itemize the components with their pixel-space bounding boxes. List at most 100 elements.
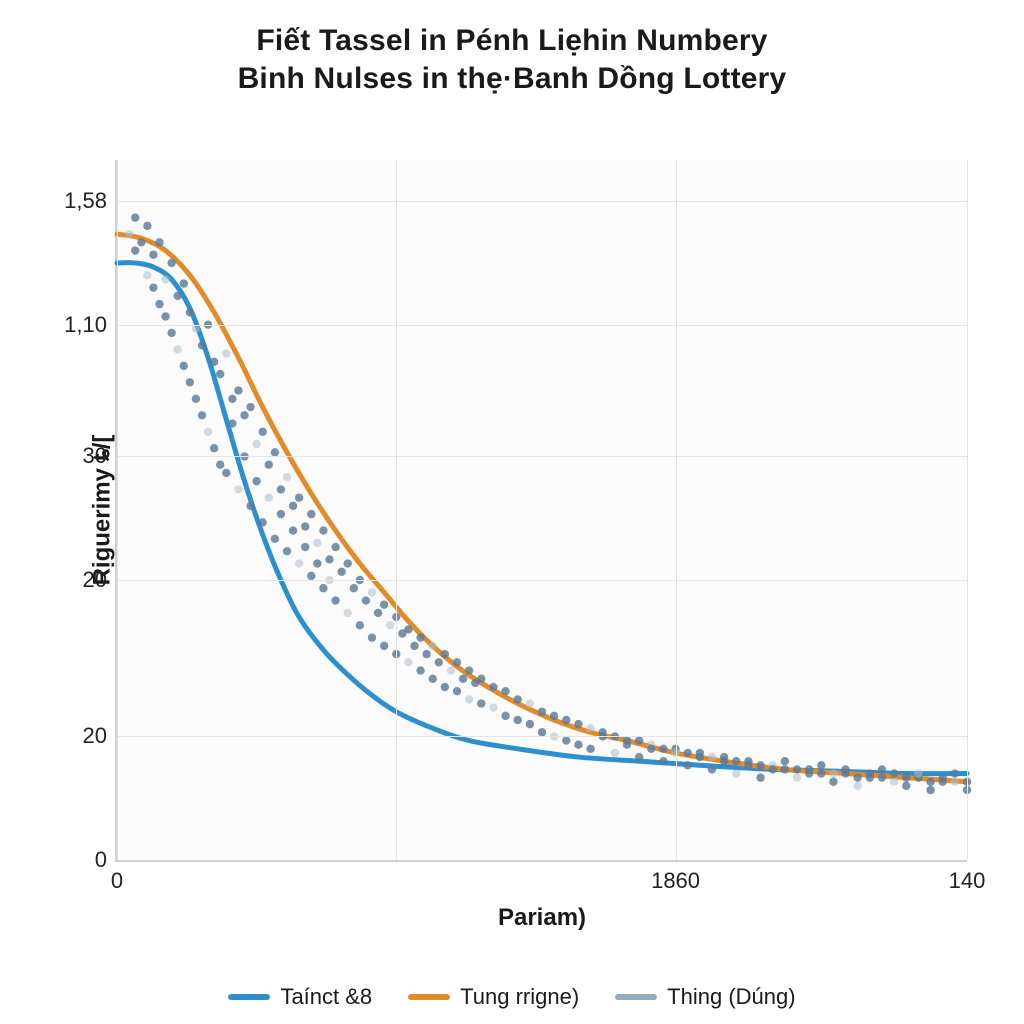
scatter-point — [380, 642, 388, 650]
scatter-point — [854, 773, 862, 781]
scatter-point — [307, 510, 315, 518]
scatter-point — [307, 572, 315, 580]
scatter-point — [720, 757, 728, 765]
legend-item: Tung rrigne) — [408, 984, 579, 1010]
scatter-point — [368, 633, 376, 641]
scatter-point — [180, 279, 188, 287]
scatter-point — [538, 728, 546, 736]
scatter-point — [313, 559, 321, 567]
scatter-point — [829, 769, 837, 777]
scatter-point — [477, 699, 485, 707]
scatter-point — [131, 246, 139, 254]
scatter-point — [301, 522, 309, 530]
scatter-point — [313, 539, 321, 547]
scatter-point — [416, 633, 424, 641]
page: Fiết Tassel in Pénh Liẹhin Numbery Binh … — [0, 0, 1024, 1024]
scatter-point — [441, 650, 449, 658]
scatter-point — [271, 535, 279, 543]
scatter-point — [155, 300, 163, 308]
gridline-vertical — [396, 160, 397, 860]
scatter-point — [623, 741, 631, 749]
scatter-point — [198, 341, 206, 349]
scatter-point — [756, 761, 764, 769]
legend-swatch — [408, 994, 450, 1000]
gridline-vertical — [676, 160, 677, 860]
legend-item: Taínct &8 — [228, 984, 372, 1010]
scatter-point — [489, 683, 497, 691]
scatter-point — [174, 345, 182, 353]
scatter-point — [362, 596, 370, 604]
scatter-point — [125, 230, 133, 238]
scatter-point — [374, 609, 382, 617]
scatter-point — [167, 259, 175, 267]
legend-label: Tung rrigne) — [460, 984, 579, 1010]
gridline-horizontal — [117, 201, 967, 202]
scatter-point — [222, 469, 230, 477]
scatter-point — [368, 588, 376, 596]
scatter-point — [222, 349, 230, 357]
scatter-point — [404, 625, 412, 633]
legend-label: Thing (Dúng) — [667, 984, 795, 1010]
scatter-point — [174, 292, 182, 300]
scatter-point — [696, 753, 704, 761]
scatter-point — [684, 749, 692, 757]
gridline-horizontal — [117, 325, 967, 326]
scatter-point — [252, 440, 260, 448]
scatter-point — [489, 703, 497, 711]
scatter-point — [344, 609, 352, 617]
scatter-point — [914, 769, 922, 777]
scatter-point — [228, 419, 236, 427]
scatter-point — [259, 428, 267, 436]
scatter-point — [204, 428, 212, 436]
scatter-point — [447, 666, 455, 674]
scatter-point — [429, 642, 437, 650]
scatter-point — [271, 448, 279, 456]
plot-area: Rịguerimy ȶ/[ Pariam) 02020301,101,58018… — [115, 160, 967, 862]
scatter-point — [781, 757, 789, 765]
scatter-point — [331, 543, 339, 551]
scatter-point — [416, 666, 424, 674]
scatter-point — [939, 778, 947, 786]
scatter-point — [574, 720, 582, 728]
scatter-point — [635, 753, 643, 761]
title-line-2: Binh Nulses in thẹ·Banh Dồng Lottery — [0, 60, 1024, 98]
scatter-point — [186, 378, 194, 386]
scatter-point — [435, 658, 443, 666]
scatter-point — [635, 736, 643, 744]
x-tick-label: 140 — [949, 868, 986, 894]
scatter-point — [289, 526, 297, 534]
scatter-point — [453, 687, 461, 695]
scatter-point — [465, 695, 473, 703]
scatter-point — [422, 650, 430, 658]
scatter-point — [283, 547, 291, 555]
scatter-point — [246, 502, 254, 510]
scatter-point — [586, 724, 594, 732]
scatter-point — [180, 362, 188, 370]
scatter-point — [192, 325, 200, 333]
scatter-point — [514, 716, 522, 724]
scatter-point — [890, 778, 898, 786]
scatter-point — [143, 271, 151, 279]
scatter-point — [386, 621, 394, 629]
scatter-point — [252, 477, 260, 485]
scatter-point — [732, 757, 740, 765]
x-tick-label: 0 — [111, 868, 123, 894]
scatter-point — [647, 745, 655, 753]
scatter-point — [526, 699, 534, 707]
scatter-point — [866, 773, 874, 781]
scatter-point — [149, 283, 157, 291]
scatter-point — [410, 642, 418, 650]
scatter-point — [769, 765, 777, 773]
scatter-point — [429, 675, 437, 683]
chart-svg — [117, 160, 967, 860]
scatter-point — [277, 485, 285, 493]
scatter-point — [514, 695, 522, 703]
scatter-point — [611, 749, 619, 757]
scatter-point — [441, 683, 449, 691]
scatter-point — [380, 601, 388, 609]
scatter-point — [404, 658, 412, 666]
scatter-point — [756, 773, 764, 781]
scatter-point — [198, 411, 206, 419]
legend: Taínct &8 Tung rrigne) Thing (Dúng) — [0, 980, 1024, 1010]
scatter-point — [829, 778, 837, 786]
